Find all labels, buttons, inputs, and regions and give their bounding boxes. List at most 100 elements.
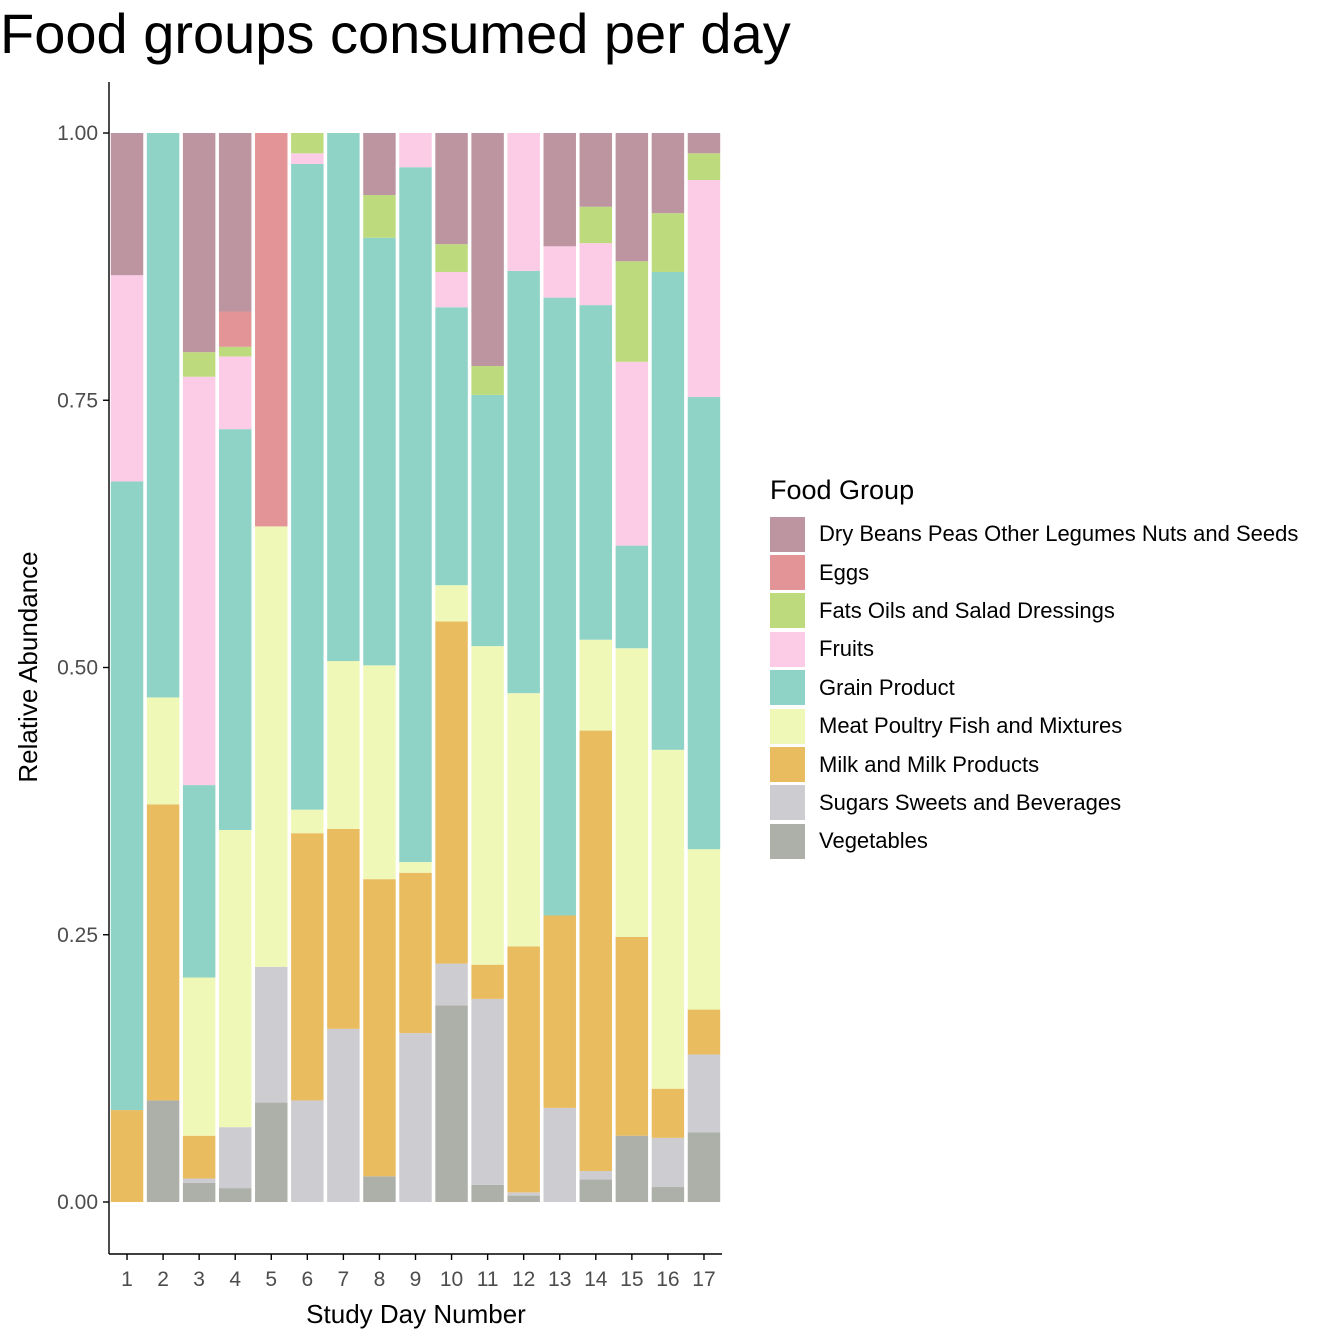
legend-item: Vegetables: [770, 822, 1298, 860]
x-tick-label: 12: [512, 1268, 535, 1291]
bar-segment: [291, 153, 324, 165]
x-tick-label: 16: [656, 1268, 679, 1291]
bar-segment: [218, 1188, 252, 1202]
bar-segment: [687, 180, 721, 398]
bar-segment: [182, 133, 216, 353]
legend-items: Dry Beans Peas Other Legumes Nuts and Se…: [770, 515, 1298, 861]
bar-segment: [327, 133, 360, 662]
legend-item: Fruits: [770, 630, 1298, 668]
bar-segment: [435, 1005, 468, 1202]
bar-segment: [218, 133, 252, 312]
bar-segment: [327, 828, 360, 1029]
axes-layer: 0.000.250.500.751.001 2 3 4 5 6 7 8 9 10 11 12 13 14 1…: [57, 82, 722, 1291]
bar-segment: [399, 1033, 432, 1202]
x-tick-label: 2: [157, 1268, 169, 1291]
bar-segment: [110, 133, 144, 276]
x-tick-label: 17: [692, 1268, 715, 1291]
bar-segment: [651, 133, 685, 214]
legend-item: Eggs: [770, 553, 1298, 591]
bar-segment: [651, 271, 685, 750]
bars-layer: [110, 133, 721, 1202]
legend-title: Food Group: [770, 475, 915, 505]
bar-segment: [543, 297, 576, 916]
x-tick-label: 5: [265, 1268, 277, 1291]
bar-segment: [435, 621, 468, 964]
bar-segment: [471, 646, 504, 965]
legend-key: [770, 631, 805, 667]
bar-segment: [435, 271, 468, 308]
bar-segment: [579, 1170, 613, 1180]
bar-segment: [687, 849, 721, 1010]
bar-segment: [182, 977, 216, 1136]
bar-segment: [543, 133, 576, 247]
bar-segment: [651, 213, 685, 272]
bar-segment: [399, 133, 432, 168]
x-tick-label: 8: [374, 1268, 386, 1291]
x-tick-label: 11: [477, 1268, 499, 1291]
bar-segment: [291, 133, 324, 154]
bar-segment: [110, 275, 144, 482]
legend-item: Sugars Sweets and Beverages: [770, 784, 1298, 822]
legend-key: [770, 593, 805, 629]
chart-title: Food groups consumed per day: [0, 2, 791, 65]
bar-segment: [182, 1182, 216, 1202]
y-tick-label: 0.50: [57, 657, 98, 680]
bar-segment: [579, 639, 613, 731]
x-tick-label: 1: [121, 1268, 133, 1291]
bar-segment: [218, 829, 252, 1128]
bar-segment: [579, 1179, 613, 1202]
y-tick-label: 1.00: [57, 122, 98, 145]
bar-segment: [471, 394, 504, 647]
bar-segment: [615, 936, 649, 1136]
y-tick-label: 0.25: [57, 924, 98, 947]
bar-segment: [255, 1102, 288, 1202]
legend-key: [770, 747, 805, 783]
bar-segment: [363, 195, 396, 238]
legend-label: Milk and Milk Products: [819, 751, 1040, 777]
bar-segment: [687, 133, 721, 154]
bar-segment: [363, 665, 396, 880]
legend-label: Sugars Sweets and Beverages: [819, 789, 1122, 815]
bar-segment: [471, 964, 504, 999]
bar-segment: [543, 1107, 576, 1202]
bar-segment: [435, 585, 468, 622]
legend-key: [770, 823, 805, 859]
legend-label: Eggs: [819, 559, 870, 585]
bar-segment: [146, 1100, 180, 1202]
legend-item: Grain Product: [770, 669, 1298, 707]
legend-key: [770, 516, 805, 552]
bar-segment: [579, 730, 613, 1171]
x-tick-label: 4: [229, 1268, 241, 1291]
bar-segment: [507, 1195, 540, 1202]
x-tick-label: 3: [193, 1268, 205, 1291]
bar-segment: [615, 1135, 649, 1202]
x-tick-label: 14: [584, 1268, 608, 1291]
bar-segment: [471, 1184, 504, 1202]
bar-segment: [579, 206, 613, 244]
legend-item: Fats Oils and Salad Dressings: [770, 592, 1298, 630]
bar-segment: [291, 1100, 324, 1202]
bar-segment: [182, 1178, 216, 1183]
bar-segment: [507, 693, 540, 947]
bar-segment: [218, 1127, 252, 1189]
legend-label: Fruits: [819, 636, 874, 662]
bar-segment: [146, 697, 180, 805]
bar-segment: [687, 153, 721, 181]
bar-segment: [255, 133, 288, 527]
bar-segment: [182, 1135, 216, 1179]
legend-label: Grain Product: [819, 674, 955, 700]
bar-segment: [615, 133, 649, 262]
bar-segment: [651, 1137, 685, 1188]
bar-segment: [543, 915, 576, 1108]
x-axis-title: Study Day Number: [306, 1299, 526, 1329]
bar-segment: [687, 1132, 721, 1202]
bar-segment: [507, 1192, 540, 1196]
bar-segment: [471, 998, 504, 1185]
legend: Food Group Dry Beans Peas Other Legumes …: [770, 475, 1298, 861]
bar-segment: [399, 167, 432, 863]
bar-segment: [182, 376, 216, 786]
bar-segment: [507, 946, 540, 1193]
bar-segment: [363, 1176, 396, 1202]
bar-segment: [218, 346, 252, 357]
y-tick-label: 0.75: [57, 389, 98, 412]
